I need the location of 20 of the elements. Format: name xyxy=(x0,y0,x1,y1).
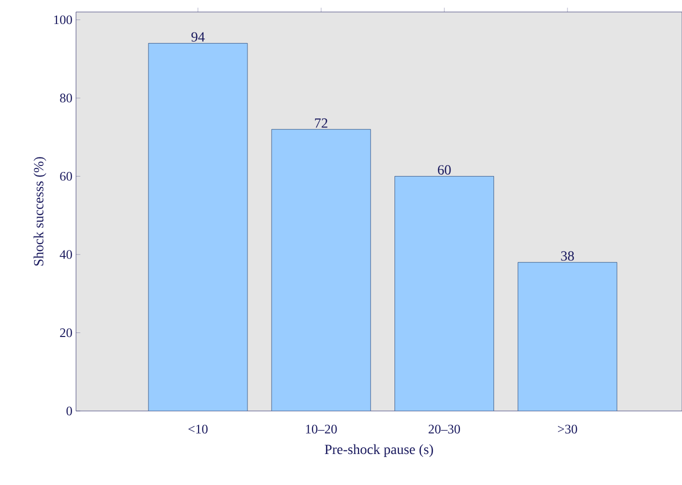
x-tick-label: <10 xyxy=(188,424,208,434)
y-tick-label: 0 xyxy=(66,406,72,416)
y-axis-title: Shock successs (%) xyxy=(34,157,46,266)
y-tick-label: 100 xyxy=(54,15,72,24)
x-tick-label: 20–30 xyxy=(428,424,460,434)
x-tick-label: >30 xyxy=(558,424,578,434)
bar xyxy=(148,43,248,411)
data-label: 94 xyxy=(191,32,205,42)
bar xyxy=(272,129,371,411)
y-tick-label: 80 xyxy=(60,94,72,102)
y-tick-label: 60 xyxy=(60,172,72,181)
data-label: 38 xyxy=(561,251,574,261)
bar xyxy=(394,176,494,411)
x-tick-label: 10–20 xyxy=(306,424,337,434)
y-tick-label: 40 xyxy=(60,250,72,259)
bar xyxy=(518,262,618,411)
y-tick-label: 20 xyxy=(60,328,72,338)
x-axis-title: Pre-shock pause (s) xyxy=(324,444,433,457)
data-label: 60 xyxy=(438,165,451,175)
data-label: 72 xyxy=(315,118,328,128)
